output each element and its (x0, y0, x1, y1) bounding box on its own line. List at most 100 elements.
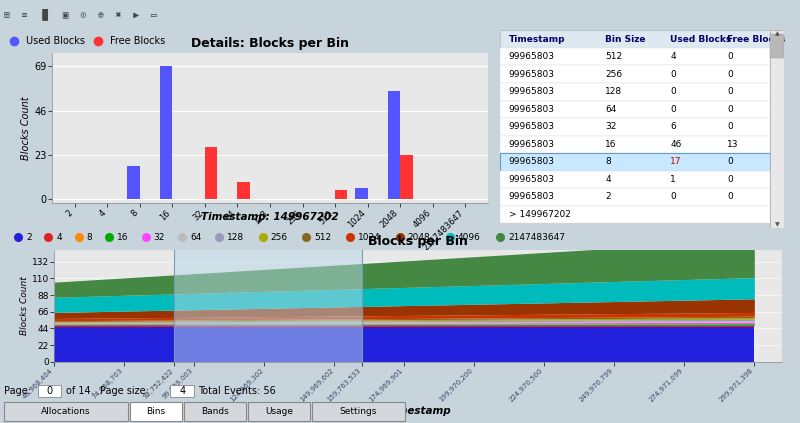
Bar (205, 147, 218, 199)
Bar (184, 402, 246, 420)
Text: 512: 512 (605, 52, 622, 61)
Bar (170, 385, 194, 397)
Text: > 149967202: > 149967202 (509, 210, 570, 219)
Text: Allocations: Allocations (42, 407, 90, 416)
Bar (312, 402, 405, 420)
Text: Usage: Usage (265, 407, 293, 416)
Text: 2147483647: 2147483647 (508, 233, 565, 242)
Text: 99965803: 99965803 (509, 122, 554, 131)
Text: 0: 0 (727, 52, 733, 61)
Text: Total Events: 56: Total Events: 56 (198, 386, 276, 396)
Text: 0: 0 (46, 386, 53, 396)
Text: 4: 4 (670, 52, 676, 61)
Text: 0: 0 (727, 122, 733, 131)
Text: 99965803: 99965803 (509, 87, 554, 96)
Text: 4: 4 (179, 386, 186, 396)
Text: ▲: ▲ (774, 31, 779, 36)
Text: 2048: 2048 (408, 233, 430, 242)
Text: Settings: Settings (340, 407, 377, 416)
Text: 16: 16 (117, 233, 128, 242)
Text: 8: 8 (86, 233, 92, 242)
Text: 8: 8 (605, 157, 611, 166)
Title: Details: Blocks per Bin: Details: Blocks per Bin (191, 37, 349, 50)
Text: 4: 4 (605, 175, 610, 184)
Text: 64: 64 (190, 233, 202, 242)
Text: 99965803: 99965803 (509, 157, 554, 166)
Text: 99965803: 99965803 (509, 175, 554, 184)
Text: Bands: Bands (201, 407, 229, 416)
Text: Used Blocks: Used Blocks (670, 35, 732, 44)
Bar (500, 188, 770, 206)
Bar (500, 135, 770, 153)
Text: 0: 0 (670, 105, 676, 114)
X-axis label: Timestamp: Timestamp (386, 406, 450, 416)
Bar (4, 402, 128, 420)
Text: ▼: ▼ (774, 222, 779, 228)
Bar (500, 66, 770, 83)
Bar (500, 206, 770, 223)
Text: 1024: 1024 (358, 233, 381, 242)
Text: 0: 0 (727, 105, 733, 114)
Bar (130, 402, 182, 420)
Text: 46: 46 (670, 140, 682, 149)
Text: 32: 32 (605, 122, 617, 131)
Bar (388, 91, 400, 199)
Text: Bins: Bins (146, 407, 166, 416)
Bar (400, 155, 413, 199)
Text: 99965803: 99965803 (509, 140, 554, 149)
Text: 99965803: 99965803 (509, 192, 554, 201)
Text: 4096: 4096 (458, 233, 481, 242)
Text: 512: 512 (314, 233, 331, 242)
Text: 2: 2 (26, 233, 32, 242)
Text: 0: 0 (727, 70, 733, 79)
Bar (248, 402, 310, 420)
Title: Blocks per Bin: Blocks per Bin (369, 236, 468, 248)
Text: Bin Size: Bin Size (605, 35, 646, 44)
Bar (770, 34, 784, 58)
Text: 128: 128 (605, 87, 622, 96)
Text: 256: 256 (270, 233, 288, 242)
Text: 0: 0 (727, 175, 733, 184)
Bar (335, 190, 347, 199)
Bar (160, 66, 172, 199)
Text: Free Blocks: Free Blocks (727, 35, 786, 44)
Text: 6: 6 (670, 122, 676, 131)
Bar (500, 153, 770, 170)
Text: 16: 16 (605, 140, 617, 149)
Bar (500, 101, 770, 118)
Bar (127, 167, 140, 199)
Text: Timestamp: Timestamp (509, 35, 565, 44)
Text: 32: 32 (154, 233, 165, 242)
Bar (500, 48, 770, 66)
Text: 0: 0 (670, 192, 676, 201)
Bar (500, 170, 770, 188)
Text: 1: 1 (670, 175, 676, 184)
Text: of 14.  Page size:: of 14. Page size: (66, 386, 149, 396)
Text: Free Blocks: Free Blocks (110, 36, 166, 46)
Bar (238, 182, 250, 199)
Text: 4: 4 (56, 233, 62, 242)
Bar (355, 188, 368, 199)
Text: 99965803: 99965803 (509, 52, 554, 61)
Text: Page:: Page: (4, 386, 31, 396)
Text: 64: 64 (605, 105, 617, 114)
Text: 0: 0 (727, 192, 733, 201)
Text: Used Blocks: Used Blocks (26, 36, 86, 46)
Text: 0: 0 (670, 87, 676, 96)
Text: Timestamp: 149967202: Timestamp: 149967202 (201, 212, 339, 222)
Y-axis label: Blocks Count: Blocks Count (22, 96, 31, 160)
Bar (174, 250, 362, 362)
Text: 99965803: 99965803 (509, 105, 554, 114)
Text: 256: 256 (605, 70, 622, 79)
Text: 128: 128 (227, 233, 244, 242)
Text: 0: 0 (727, 157, 733, 166)
Text: 99965803: 99965803 (509, 70, 554, 79)
Bar (500, 118, 770, 135)
Bar (500, 30, 770, 48)
Text: 13: 13 (727, 140, 738, 149)
Bar (500, 83, 770, 101)
Text: 2: 2 (605, 192, 610, 201)
Text: 0: 0 (670, 70, 676, 79)
Text: 0: 0 (727, 87, 733, 96)
Y-axis label: Blocks Count: Blocks Count (20, 276, 29, 335)
